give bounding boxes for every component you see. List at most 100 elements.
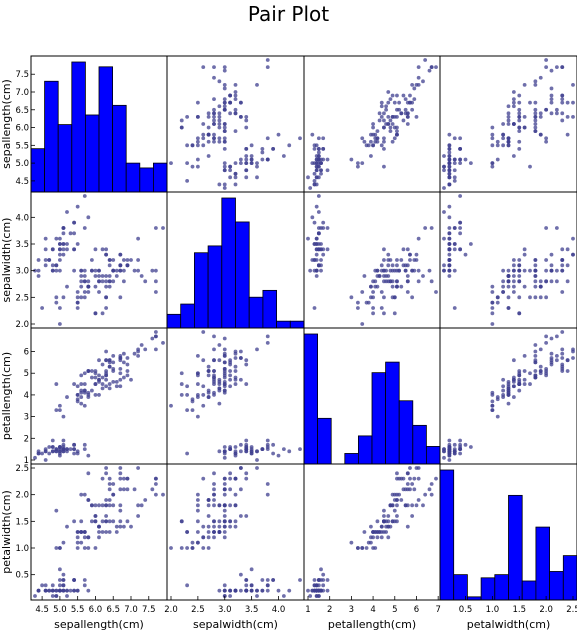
- scatter-point: [36, 451, 41, 456]
- scatter-point: [506, 114, 511, 119]
- scatter-point: [111, 519, 116, 524]
- scatter-point: [506, 122, 511, 126]
- scatter-point: [129, 377, 133, 382]
- scatter-point: [495, 300, 500, 305]
- scatter-point: [517, 268, 522, 273]
- scatter-point: [50, 263, 55, 268]
- scatter-point: [298, 578, 302, 582]
- scatter-point: [412, 97, 417, 102]
- scatter-point: [490, 300, 495, 305]
- scatter-point: [82, 535, 87, 540]
- scatter-point: [222, 100, 227, 105]
- histogram-bar: [207, 245, 223, 329]
- scatter-point: [265, 438, 270, 443]
- scatter-point: [43, 588, 48, 593]
- scatter-point: [349, 157, 354, 162]
- scatter-point: [75, 300, 80, 305]
- scatter-point: [195, 530, 200, 534]
- scatter-point: [412, 258, 417, 262]
- scatter-point: [260, 157, 265, 162]
- scatter-point: [560, 258, 565, 262]
- y-axis-label: sepallength(cm): [0, 79, 13, 169]
- scatter-point: [244, 146, 249, 151]
- scatter-point: [195, 371, 200, 376]
- scatter-point: [132, 268, 137, 273]
- scatter-point: [206, 524, 211, 529]
- scatter-point: [506, 306, 511, 310]
- scatter-point: [549, 68, 554, 73]
- x-tick-label: 1.5: [512, 605, 526, 615]
- scatter-point: [522, 377, 527, 382]
- scatter-point: [528, 382, 532, 386]
- scatter-point: [414, 252, 419, 257]
- histogram-bar: [44, 80, 59, 193]
- scatter-point: [72, 588, 77, 593]
- scatter-point: [314, 274, 319, 278]
- scatter-point: [86, 535, 91, 540]
- scatter-point: [121, 351, 126, 356]
- scatter-point: [125, 373, 130, 378]
- scatter-point: [238, 442, 243, 447]
- x-tick-label: 7: [435, 605, 440, 615]
- scatter-point: [316, 194, 321, 198]
- y-tick-label: 2.0: [15, 320, 29, 330]
- scatter-point: [222, 82, 227, 87]
- scatter-point: [212, 382, 216, 386]
- scatter-point: [179, 519, 184, 524]
- scatter-point: [533, 100, 538, 105]
- scatter-point: [377, 111, 382, 116]
- scatter-point: [260, 150, 265, 155]
- scatter-point: [195, 540, 200, 545]
- scatter-point: [111, 268, 116, 273]
- scatter-point: [65, 242, 69, 246]
- scatter-point: [571, 114, 575, 119]
- y-axis-label: sepalwidth(cm): [0, 218, 13, 303]
- scatter-point: [319, 268, 323, 273]
- scatter-point: [79, 284, 84, 289]
- scatter-point: [442, 455, 446, 460]
- y-tick-label: 3: [24, 413, 29, 423]
- scatter-point: [50, 449, 55, 454]
- scatter-point: [222, 68, 227, 73]
- scatter-point: [249, 161, 254, 166]
- scatter-point: [97, 373, 101, 378]
- scatter-point: [401, 93, 406, 98]
- scatter-point: [427, 68, 432, 73]
- scatter-point: [206, 530, 211, 534]
- scatter-point: [382, 136, 386, 141]
- scatter-point: [468, 445, 473, 449]
- scatter-point: [255, 449, 259, 454]
- scatter-point: [125, 487, 130, 492]
- scatter-point: [72, 382, 77, 386]
- histogram-bar: [357, 435, 373, 465]
- y-tick-label: 2: [24, 434, 29, 444]
- scatter-point: [533, 343, 538, 347]
- scatter-point: [528, 164, 532, 169]
- scatter-point: [390, 139, 395, 144]
- scatter-point: [212, 524, 216, 529]
- scatter-point: [373, 279, 378, 284]
- scatter-point: [390, 122, 395, 126]
- scatter-point: [104, 503, 109, 508]
- scatter-point: [222, 514, 227, 518]
- scatter-point: [212, 390, 216, 395]
- scatter-point: [316, 263, 321, 268]
- scatter-point: [93, 514, 98, 518]
- scatter-point: [82, 194, 87, 198]
- scatter-point: [560, 263, 565, 268]
- scatter-point: [233, 375, 238, 380]
- scatter-point: [452, 306, 457, 310]
- scatter-point: [212, 535, 216, 540]
- scatter-point: [206, 364, 211, 369]
- scatter-point: [408, 100, 412, 105]
- scatter-point: [57, 408, 62, 413]
- scatter-point: [405, 524, 410, 529]
- scatter-point: [86, 215, 91, 220]
- scatter-point: [452, 178, 457, 183]
- scatter-point: [495, 143, 500, 148]
- scatter-point: [228, 164, 233, 169]
- scatter-point: [360, 546, 365, 550]
- scatter-point: [75, 530, 80, 534]
- scatter-point: [79, 274, 84, 278]
- scatter-point: [233, 82, 238, 87]
